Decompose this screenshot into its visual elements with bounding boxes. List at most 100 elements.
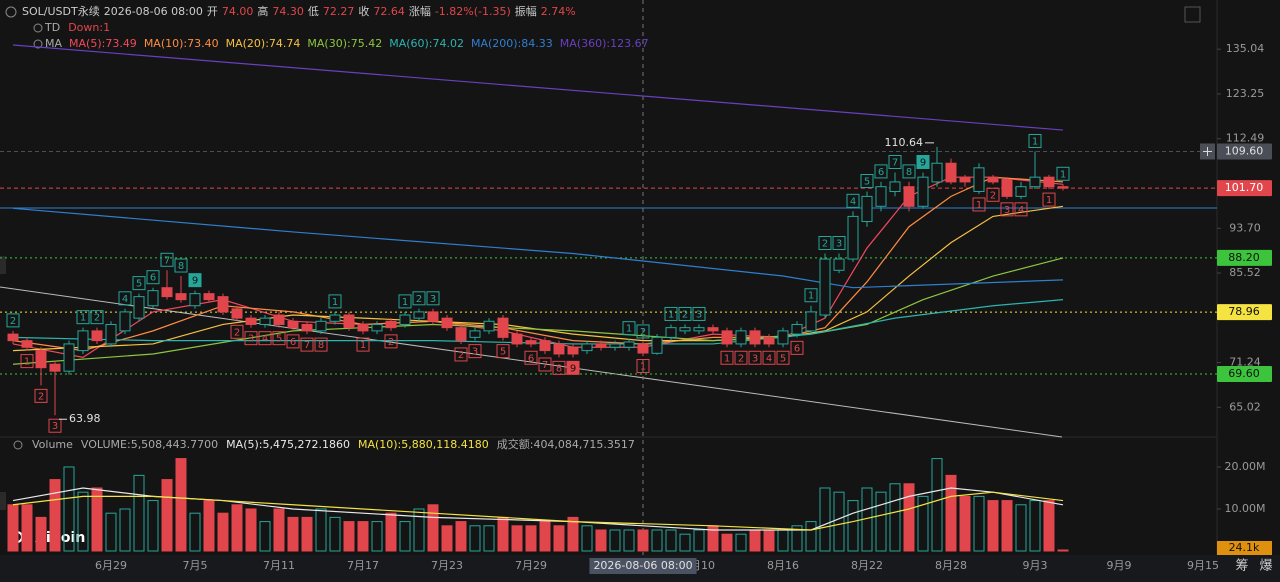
td-label: 3: [696, 309, 702, 320]
header-date: 2026-08-06 08:00: [104, 5, 203, 18]
volume-bar: [357, 521, 369, 552]
x-tick-label: 9月15: [1187, 559, 1219, 572]
td-label: 4: [262, 334, 268, 345]
volume-bar: [553, 525, 565, 552]
td-label: 2: [388, 337, 394, 348]
x-tick-label: 8月28: [935, 559, 967, 572]
side-button[interactable]: 筹: [1235, 558, 1248, 574]
candle-body: [679, 327, 691, 332]
price-tag: [1217, 249, 1272, 266]
td-box: [552, 360, 566, 375]
td-box: [412, 291, 426, 306]
volume-bar: [175, 458, 187, 552]
td-box: [888, 154, 902, 169]
candle-body: [819, 258, 831, 316]
candle-body: [441, 317, 453, 329]
symbol: SOL/USDT永续: [22, 4, 100, 18]
candle-body: [301, 323, 313, 332]
header-value: -1.82%(-1.35): [435, 5, 511, 18]
candle-body: [119, 311, 131, 332]
candle-body: [889, 181, 901, 193]
td-label: 7: [164, 255, 170, 266]
candle-body: [189, 293, 201, 307]
td-box: [846, 193, 860, 208]
td-box: [174, 258, 188, 273]
td-label: 2: [234, 327, 240, 338]
candle-body: [581, 343, 593, 352]
volume-bar: [63, 466, 75, 552]
td-box: [692, 306, 706, 321]
volume-bar: [455, 521, 467, 552]
x-tick-label: 7月29: [515, 559, 547, 572]
td-label: 2: [416, 294, 422, 305]
side-button[interactable]: 爆: [1259, 559, 1272, 574]
candle-body: [973, 167, 985, 193]
x-tick-label: 6月29: [95, 559, 127, 572]
price-tag-label: 78.96: [1228, 305, 1260, 318]
td-label: 1: [332, 297, 338, 308]
td-box: [734, 350, 748, 365]
legend-entry: MA(5):73.49: [69, 37, 137, 50]
volume-bar: [987, 500, 999, 552]
x-tick-label: 9月3: [1023, 559, 1048, 572]
volume-bar: [805, 521, 817, 552]
bell-icon[interactable]: [33, 23, 43, 33]
bell-icon[interactable]: [33, 39, 43, 49]
legend-entry: MA(200):84.33: [471, 37, 553, 50]
ma-line: [12, 44, 1064, 131]
td-label: 9: [570, 363, 576, 374]
td-label: 6: [794, 343, 800, 354]
settings-icon[interactable]: [5, 6, 17, 18]
td-label: 2: [94, 313, 100, 324]
candle-body: [1043, 176, 1055, 188]
td-label: 5: [500, 347, 506, 358]
side-tab[interactable]: [0, 256, 6, 274]
td-box: [496, 344, 510, 359]
x-tick-label: 9月9: [1107, 559, 1132, 572]
volume-bar: [1043, 500, 1055, 552]
td-label: 6: [878, 167, 884, 178]
header-label: 开: [207, 5, 218, 18]
td-box: [314, 337, 328, 352]
candle-body: [1057, 186, 1069, 189]
td-label: 1: [360, 340, 366, 351]
turnover: 成交额:404,084,715.3517: [497, 437, 635, 451]
volume-bar: [931, 458, 943, 552]
indicator-name: Volume: [32, 438, 73, 451]
volume-bar: [693, 529, 705, 552]
candle-body: [833, 258, 845, 271]
price-tag: [1217, 180, 1272, 197]
td-box: [860, 174, 874, 189]
td-label: 3: [430, 294, 436, 305]
fullscreen-icon[interactable]: [1184, 6, 1201, 23]
header-label: 收: [358, 4, 369, 18]
td-label: 6: [150, 273, 156, 284]
td-label: 9: [192, 276, 198, 287]
td-box: [832, 235, 846, 250]
volume-bar: [105, 512, 117, 552]
td-box: [272, 331, 286, 346]
candle-body: [693, 327, 705, 332]
side-tab[interactable]: [0, 492, 6, 510]
td-label: 1: [1060, 169, 1066, 180]
td-box: [804, 288, 818, 303]
eye-icon[interactable]: [13, 440, 23, 450]
candle-body: [175, 293, 187, 301]
volume-bar: [35, 516, 47, 552]
candle-body: [315, 320, 327, 332]
td-label: 1: [626, 324, 632, 335]
td-label: 2: [640, 327, 646, 338]
td-box: [6, 313, 20, 328]
volume-bar: [77, 491, 89, 552]
td-box: [720, 350, 734, 365]
volume-ma-line: [12, 491, 1064, 531]
candle-body: [371, 323, 383, 332]
volume-bar: [147, 500, 159, 552]
td-label: 3: [752, 353, 758, 364]
td-box: [1056, 166, 1070, 181]
candle-body: [861, 195, 873, 223]
y-tick-label: 93.70: [1229, 221, 1261, 234]
y-tick-label: 85.52: [1229, 266, 1261, 279]
price-tag-label: 109.60: [1225, 144, 1264, 157]
td-box: [748, 350, 762, 365]
